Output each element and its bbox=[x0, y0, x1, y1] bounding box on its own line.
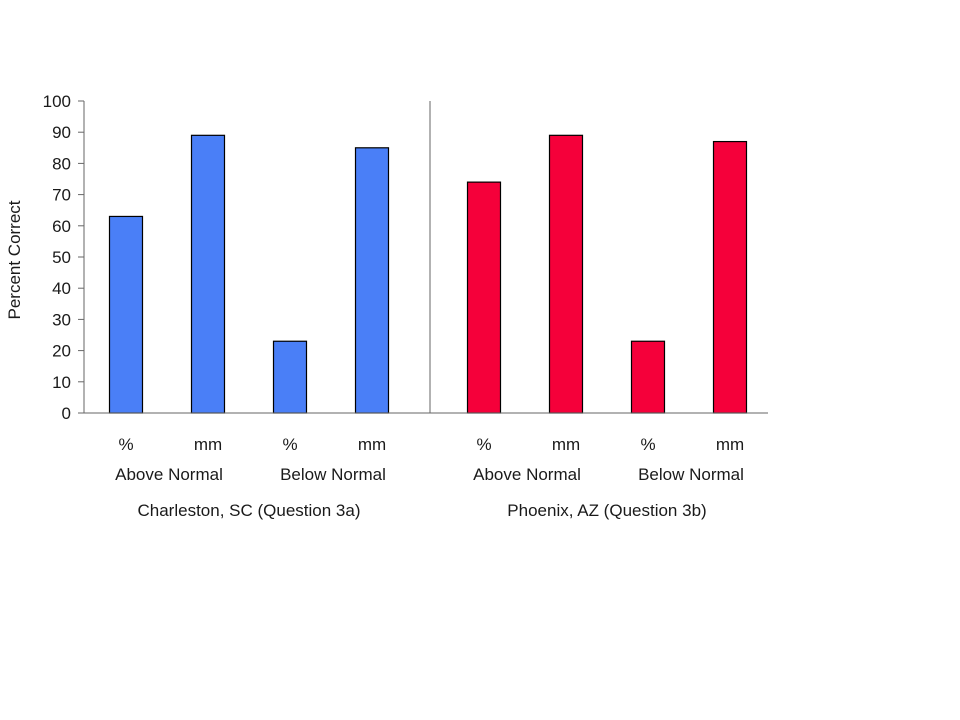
bar-pair-label: Above Normal bbox=[115, 465, 223, 484]
bar-unit-label: % bbox=[282, 435, 297, 454]
bar-unit-label: mm bbox=[552, 435, 580, 454]
bar-unit-label: % bbox=[118, 435, 133, 454]
y-tick-label: 50 bbox=[52, 248, 71, 267]
bar bbox=[354, 147, 390, 414]
bar-pair-label: Below Normal bbox=[280, 465, 386, 484]
group-label: Charleston, SC (Question 3a) bbox=[138, 501, 361, 520]
y-tick-label: 80 bbox=[52, 154, 71, 173]
bar-pair-label: Above Normal bbox=[473, 465, 581, 484]
y-tick-label: 10 bbox=[52, 373, 71, 392]
bar-unit-label: mm bbox=[194, 435, 222, 454]
bar bbox=[548, 134, 584, 414]
bar bbox=[630, 340, 666, 414]
y-tick-label: 40 bbox=[52, 279, 71, 298]
group-label: Phoenix, AZ (Question 3b) bbox=[507, 501, 706, 520]
bar bbox=[190, 134, 226, 414]
y-tick-label: 70 bbox=[52, 186, 71, 205]
bar-unit-label: % bbox=[476, 435, 491, 454]
x-axis-labels: % mm% mm Above Normal Below Normal Charleston… bbox=[115, 435, 744, 520]
y-tick-label: 0 bbox=[62, 404, 71, 423]
y-axis-ticks: 0 10 20 30 40 50 60 70 80 90 100 bbox=[43, 92, 84, 423]
bar-pair-label: Below Normal bbox=[638, 465, 744, 484]
y-axis-label: Percent Correct bbox=[5, 200, 24, 319]
bar bbox=[272, 340, 308, 414]
y-tick-label: 60 bbox=[52, 217, 71, 236]
y-tick-label: 90 bbox=[52, 123, 71, 142]
bar bbox=[712, 140, 748, 414]
bars bbox=[108, 134, 748, 414]
bar-unit-label: % bbox=[640, 435, 655, 454]
bar bbox=[108, 215, 144, 414]
bar-unit-label: mm bbox=[716, 435, 744, 454]
bar-unit-label: mm bbox=[358, 435, 386, 454]
y-tick-label: 100 bbox=[43, 92, 71, 111]
y-tick-label: 30 bbox=[52, 310, 71, 329]
bar bbox=[466, 181, 502, 414]
y-tick-label: 20 bbox=[52, 342, 71, 361]
